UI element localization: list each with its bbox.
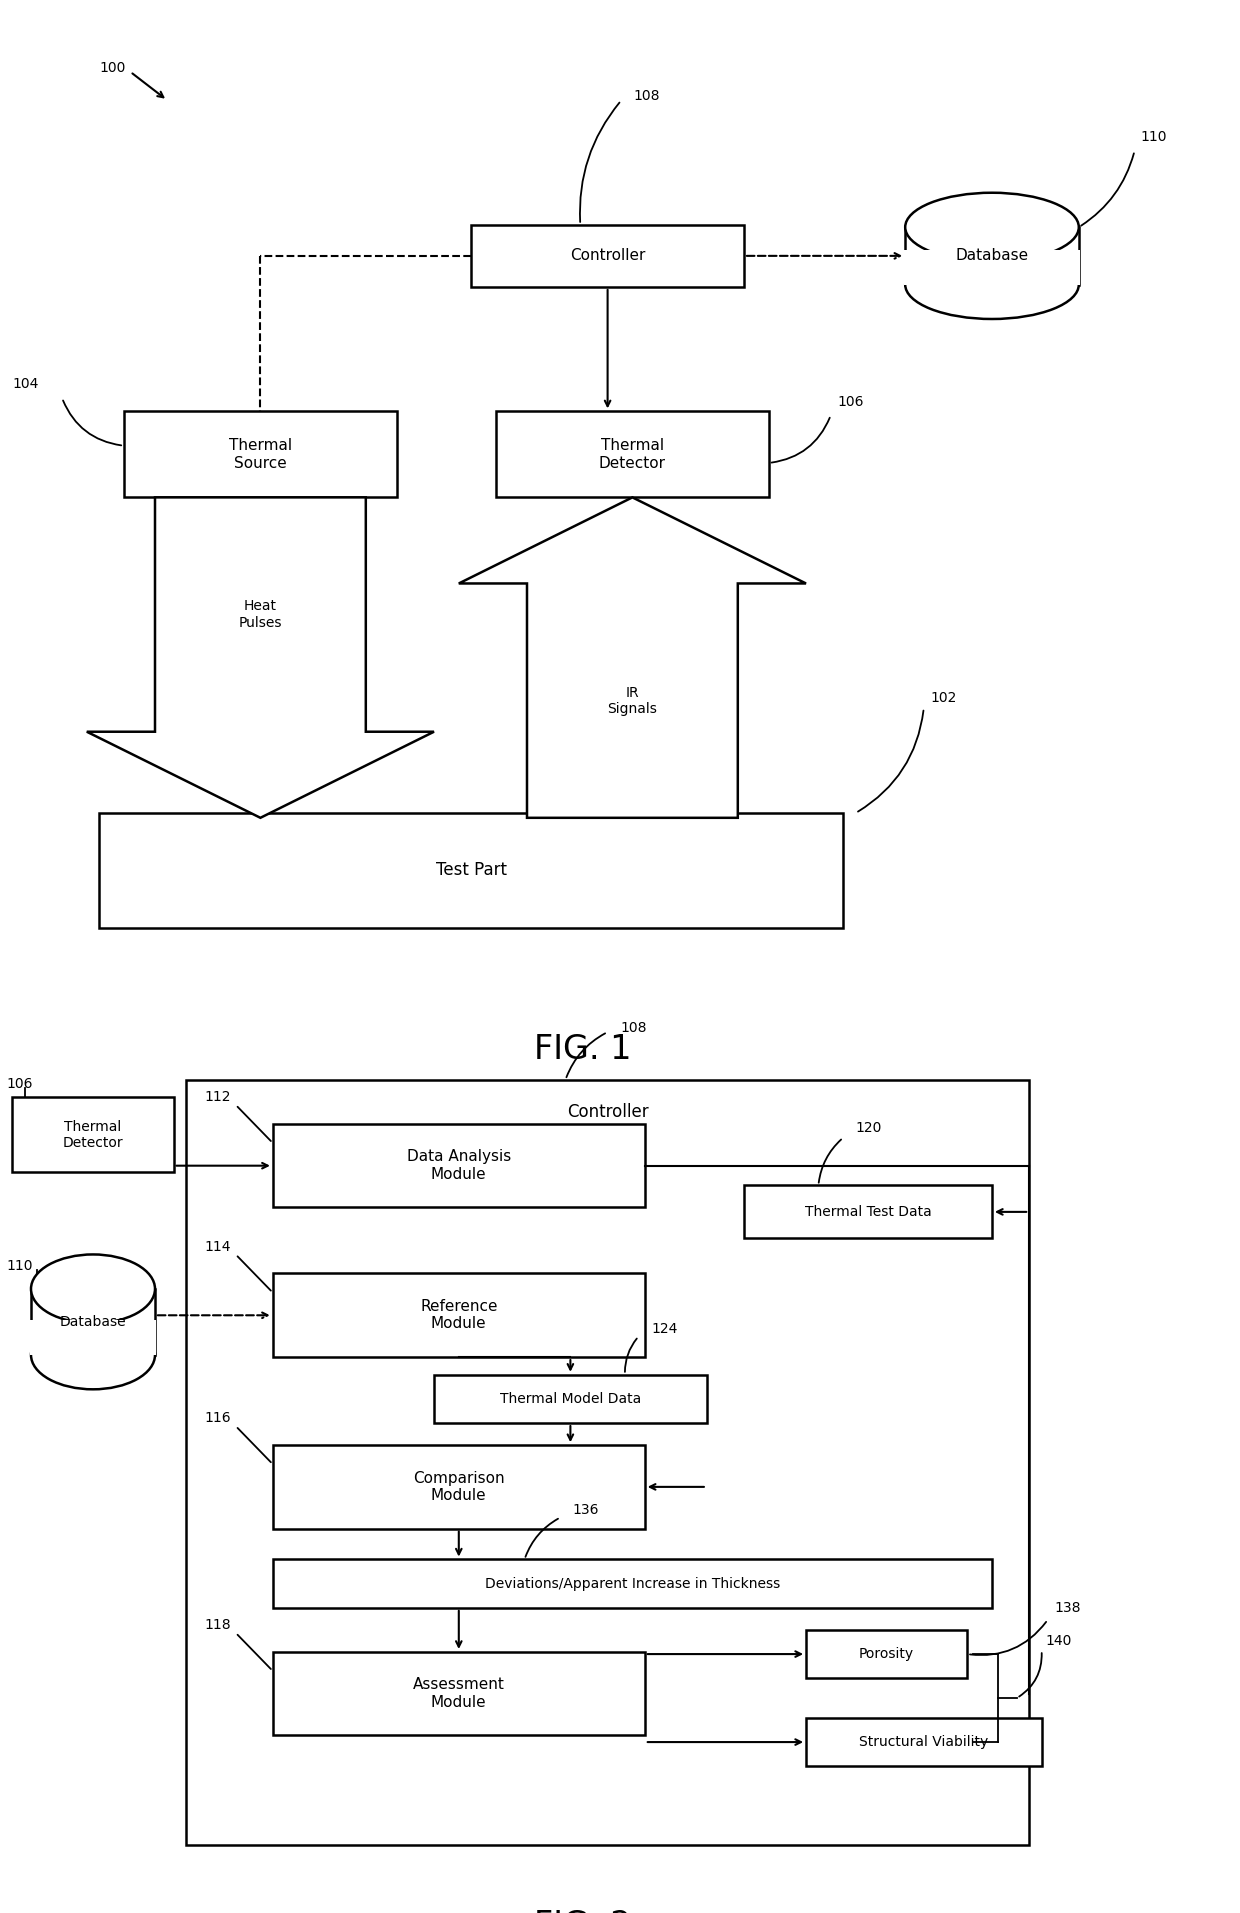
Text: Thermal Model Data: Thermal Model Data	[500, 1393, 641, 1406]
Ellipse shape	[905, 251, 1079, 319]
Text: Heat
Pulses: Heat Pulses	[238, 599, 283, 629]
Text: 120: 120	[856, 1121, 882, 1134]
Bar	[905, 228, 1079, 285]
Text: Deviations/Apparent Increase in Thickness: Deviations/Apparent Increase in Thicknes…	[485, 1576, 780, 1592]
Ellipse shape	[31, 1320, 155, 1389]
Text: 108: 108	[620, 1022, 646, 1035]
Bar	[30, 1320, 156, 1354]
Text: Assessment
Module: Assessment Module	[413, 1678, 505, 1710]
Text: 116: 116	[205, 1412, 231, 1425]
Bar	[806, 1630, 967, 1678]
Text: 114: 114	[205, 1240, 231, 1253]
Bar	[434, 1375, 707, 1423]
Text: Test Part: Test Part	[435, 861, 507, 880]
Text: Controller: Controller	[570, 249, 645, 264]
Bar	[806, 1718, 1042, 1766]
Text: IR
Signals: IR Signals	[608, 685, 657, 715]
Text: 104: 104	[12, 377, 38, 392]
Text: Database: Database	[60, 1314, 126, 1330]
Text: 118: 118	[205, 1618, 231, 1632]
Bar	[31, 1289, 155, 1354]
Polygon shape	[459, 497, 806, 819]
Text: Thermal
Source: Thermal Source	[229, 438, 291, 471]
Text: 108: 108	[634, 90, 660, 103]
Text: Data Analysis
Module: Data Analysis Module	[407, 1150, 511, 1182]
Text: Database: Database	[956, 249, 1028, 264]
Text: FIG. 2: FIG. 2	[534, 1909, 631, 1913]
Ellipse shape	[905, 193, 1079, 262]
Bar	[471, 226, 744, 287]
Bar	[744, 1186, 992, 1238]
Text: 110: 110	[1141, 130, 1167, 143]
Text: 138: 138	[1054, 1601, 1080, 1615]
Bar	[186, 1079, 1029, 1846]
Ellipse shape	[31, 1255, 155, 1324]
Bar	[124, 411, 397, 497]
Text: Comparison
Module: Comparison Module	[413, 1471, 505, 1504]
Polygon shape	[87, 497, 434, 819]
Text: Structural Viability: Structural Viability	[859, 1735, 988, 1748]
Text: Controller: Controller	[567, 1102, 649, 1121]
Bar	[273, 1444, 645, 1528]
Bar	[273, 1559, 992, 1607]
Bar	[99, 813, 843, 928]
Text: 106: 106	[6, 1077, 32, 1090]
Text: 124: 124	[651, 1322, 677, 1335]
Bar	[273, 1123, 645, 1207]
Bar	[273, 1651, 645, 1735]
Bar	[12, 1098, 174, 1173]
Text: Thermal Test Data: Thermal Test Data	[805, 1205, 931, 1219]
Bar	[904, 251, 1080, 285]
Bar	[273, 1274, 645, 1356]
Text: 140: 140	[1045, 1634, 1071, 1647]
Text: 100: 100	[99, 61, 125, 75]
Text: 106: 106	[837, 394, 863, 409]
Text: 102: 102	[930, 691, 956, 706]
Text: Thermal
Detector: Thermal Detector	[599, 438, 666, 471]
Text: FIG. 1: FIG. 1	[534, 1033, 631, 1066]
Text: Thermal
Detector: Thermal Detector	[63, 1119, 123, 1150]
Text: Reference
Module: Reference Module	[420, 1299, 497, 1331]
Bar	[496, 411, 769, 497]
Text: 136: 136	[573, 1502, 599, 1517]
Text: 112: 112	[205, 1090, 231, 1104]
Text: Porosity: Porosity	[859, 1647, 914, 1660]
Text: 110: 110	[6, 1259, 32, 1272]
